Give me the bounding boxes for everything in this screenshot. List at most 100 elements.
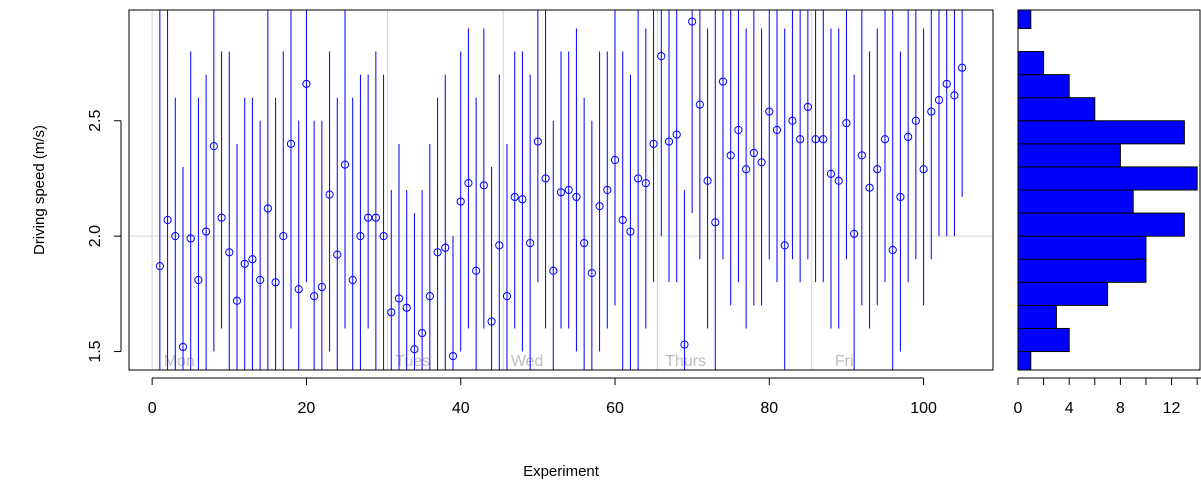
data-point (626, 227, 635, 236)
histogram-tick-label: 12 (1163, 400, 1181, 417)
data-point (904, 132, 913, 142)
data-point (387, 308, 396, 317)
x-tick-label: 100 (910, 400, 937, 417)
data-point (888, 245, 897, 255)
data-point (410, 345, 419, 354)
data-point (186, 234, 195, 243)
data-point (927, 107, 936, 116)
data-point (919, 165, 928, 174)
data-point (202, 227, 211, 236)
data-point (649, 139, 658, 148)
data-point (641, 178, 650, 188)
x-axis-label: Experiment (523, 463, 600, 480)
data-point (742, 165, 751, 174)
data-point (726, 151, 735, 160)
data-point (587, 268, 596, 278)
histogram-bar (1017, 189, 1134, 214)
histogram-bar (1017, 327, 1070, 353)
data-point (688, 17, 697, 26)
data-point (826, 169, 836, 178)
data-point (757, 158, 766, 167)
histogram-bar (1017, 212, 1185, 237)
data-point (456, 197, 465, 206)
data-point (580, 238, 589, 248)
data-point (572, 192, 581, 202)
data-point (356, 232, 365, 241)
data-point (425, 292, 434, 301)
data-point (495, 241, 504, 250)
data-point (734, 125, 743, 135)
day-label: Mon (164, 353, 195, 370)
data-point (549, 266, 558, 275)
day-label: Tues (395, 353, 430, 370)
data-point (695, 100, 704, 109)
data-point (232, 296, 242, 305)
data-point (178, 342, 188, 352)
data-point (510, 192, 519, 202)
data-point (796, 135, 805, 144)
data-point (217, 213, 226, 222)
histogram-bar (1017, 235, 1147, 260)
error-bars (159, 10, 963, 370)
data-point (240, 259, 249, 268)
data-point (225, 248, 234, 257)
data-point (610, 155, 620, 165)
data-point (680, 340, 689, 349)
data-point (603, 185, 612, 195)
data-point (263, 204, 272, 213)
histogram-bar (1017, 120, 1185, 145)
data-point (371, 213, 380, 222)
data-point (441, 243, 450, 252)
data-point (279, 232, 288, 241)
histogram-tick-label: 8 (1116, 400, 1125, 417)
data-point (942, 79, 951, 88)
histogram-bar (1017, 258, 1147, 283)
data-point (664, 137, 674, 146)
data-point (711, 218, 720, 227)
histogram-bar (1017, 97, 1096, 122)
data-point (873, 165, 882, 174)
data-point (464, 178, 473, 188)
histogram-x-axis: 0 4 8 12 (1014, 377, 1201, 417)
data-point (402, 303, 411, 312)
data-point (834, 176, 843, 185)
y-axis-label: Driving speed (m/s) (31, 125, 48, 255)
data-point (418, 328, 427, 338)
histogram-tick-label: 4 (1065, 400, 1074, 417)
scatter-panel: Mon Tues Wed Thurs Fri 0 20 40 60 80 100 1.5 2.0 2.… (31, 9, 994, 480)
day-label: Wed (511, 353, 544, 370)
data-point (155, 262, 164, 271)
y-axis: 1.5 2.0 2.5 (87, 110, 122, 363)
data-point (348, 275, 357, 285)
data-point (672, 130, 681, 139)
data-point (865, 183, 874, 192)
data-point (788, 116, 797, 125)
data-point (171, 232, 180, 241)
histogram-bar (1017, 9, 1032, 29)
y-tick-label: 1.5 (87, 340, 104, 362)
data-point (556, 188, 566, 197)
x-tick-label: 0 (148, 400, 157, 417)
data-point (502, 292, 512, 301)
data-point (472, 266, 481, 275)
histogram-bar (1017, 166, 1198, 191)
data-point (487, 317, 496, 326)
data-point (595, 202, 604, 211)
data-point (533, 137, 542, 146)
data-point (448, 352, 458, 361)
histogram-bar (1017, 51, 1045, 76)
data-point (271, 278, 280, 287)
data-point (248, 255, 257, 264)
data-point (310, 292, 319, 301)
data-point (194, 275, 203, 285)
y-tick-label: 2.0 (87, 225, 104, 247)
data-point (564, 185, 573, 195)
data-point (541, 174, 550, 183)
data-point (896, 192, 905, 202)
day-labels: Mon Tues Wed Thurs Fri (164, 353, 854, 370)
data-point (163, 215, 172, 225)
data-point (749, 148, 758, 158)
histogram-bar (1017, 74, 1070, 99)
data-point (294, 285, 303, 294)
data-point (657, 52, 666, 61)
